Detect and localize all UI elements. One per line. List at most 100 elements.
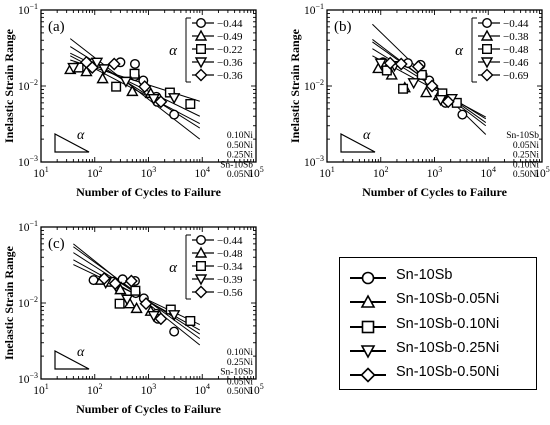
x-tick-label: 102 bbox=[87, 382, 103, 397]
data-point-diamond bbox=[124, 274, 138, 288]
slope-triangle-icon bbox=[54, 350, 90, 370]
y-tick-label: 10−2 bbox=[18, 295, 38, 310]
slope-alpha-label: α bbox=[77, 345, 85, 360]
y-axis-label: Inelastic Strain Range bbox=[288, 28, 302, 143]
alpha-value: −0.39 bbox=[217, 274, 243, 286]
alpha-value: −0.44 bbox=[217, 235, 243, 247]
data-point-triangle-down bbox=[167, 93, 181, 105]
x-axis-label: Number of Cycles to Failure bbox=[76, 402, 222, 416]
alpha-legend-marker-circle bbox=[482, 18, 493, 29]
fit-line-label: 0.25Ni bbox=[227, 358, 253, 368]
chart-panel-3: 101 102 103 104 105 10−3 10−2 10−1 Number of Cyc… bbox=[2, 219, 264, 416]
panel-label: (a) bbox=[48, 19, 65, 35]
data-point-triangle-down bbox=[98, 64, 111, 76]
fit-line-label: 0.25Ni bbox=[227, 151, 253, 161]
x-tick-label: 104 bbox=[481, 165, 497, 180]
y-tick-label: 10−3 bbox=[304, 154, 324, 169]
fit-line-label: 0.10Ni bbox=[227, 348, 253, 358]
data-point-square bbox=[164, 87, 175, 98]
y-axis-label: Inelastic Strain Range bbox=[2, 245, 16, 360]
data-point-circle bbox=[129, 58, 140, 69]
legend-marker-triangle-up bbox=[350, 294, 386, 308]
panel-label: (b) bbox=[334, 19, 352, 35]
fit-line-label: Sn-10Sb bbox=[220, 160, 253, 170]
alpha-symbol: α bbox=[455, 43, 464, 59]
x-tick-label: 102 bbox=[373, 165, 389, 180]
data-point-triangle-up bbox=[96, 72, 109, 84]
data-point-diamond bbox=[394, 57, 408, 71]
legend-entry-010ni: Sn-10Sb-0.10Ni bbox=[340, 315, 538, 339]
alpha-legend-marker-square bbox=[195, 261, 206, 272]
alpha-legend-marker-diamond bbox=[194, 68, 208, 82]
panel-label: (c) bbox=[48, 236, 65, 252]
legend-label: Sn-10Sb bbox=[396, 267, 453, 283]
data-point-diamond bbox=[108, 277, 122, 291]
data-point-circle bbox=[457, 109, 468, 120]
data-point-square bbox=[130, 285, 141, 296]
data-point-diamond bbox=[85, 61, 99, 75]
data-point-triangle-down bbox=[167, 310, 181, 322]
x-tick-label: 105 bbox=[248, 165, 264, 180]
alpha-value: −0.34 bbox=[217, 261, 243, 273]
data-point-square bbox=[114, 298, 125, 309]
fit-line-label: 0.50Ni bbox=[227, 387, 253, 397]
data-point-triangle-down bbox=[119, 76, 133, 88]
alpha-value: −0.48 bbox=[217, 248, 243, 260]
x-axis-label: Number of Cycles to Failure bbox=[362, 185, 508, 199]
alpha-symbol: α bbox=[169, 43, 178, 59]
fit-line-label: 0.10Ni bbox=[227, 131, 253, 141]
x-tick-label: 103 bbox=[141, 382, 157, 397]
y-tick-label: 10−3 bbox=[18, 154, 38, 169]
x-axis-label: Number of Cycles to Failure bbox=[76, 185, 222, 199]
alpha-value: −0.44 bbox=[503, 18, 529, 30]
data-point-triangle-down bbox=[67, 62, 80, 74]
data-point-triangle-down bbox=[90, 57, 104, 69]
legend-label: Sn-10Sb-0.50Ni bbox=[396, 364, 500, 380]
alpha-legend-marker-square bbox=[195, 44, 206, 55]
fit-line-label: 0.05Ni bbox=[513, 141, 539, 151]
data-point-triangle-down bbox=[147, 94, 160, 106]
alpha-value: −0.22 bbox=[217, 44, 242, 56]
legend-label: Sn-10Sb-0.05Ni bbox=[396, 291, 500, 307]
y-tick-label: 10−2 bbox=[18, 78, 38, 93]
slope-alpha-label: α bbox=[363, 128, 371, 143]
data-point-square bbox=[129, 68, 140, 79]
legend-marker-diamond bbox=[350, 367, 386, 383]
y-tick-label: 10−1 bbox=[18, 2, 38, 17]
legend-label: Sn-10Sb-0.10Ni bbox=[396, 316, 500, 332]
fit-line-label: 0.50Ni bbox=[513, 170, 539, 180]
alpha-value: −0.49 bbox=[217, 31, 243, 43]
alpha-value: −0.69 bbox=[503, 70, 529, 82]
alpha-legend-marker-triangle-down bbox=[480, 57, 494, 69]
x-tick-label: 101 bbox=[33, 382, 49, 397]
legend-marker-square bbox=[350, 320, 386, 334]
legend-marker-circle bbox=[350, 271, 386, 285]
data-point-triangle-up bbox=[80, 65, 93, 77]
data-point-diamond bbox=[138, 80, 152, 94]
fit-line-label: 0.05Ni bbox=[227, 170, 253, 180]
legend: Sn-10Sb Sn-10Sb-0.05Ni Sn-10Sb-0.10Ni Sn… bbox=[339, 257, 537, 390]
alpha-legend-marker-triangle-up bbox=[194, 246, 208, 258]
data-point-triangle-up bbox=[130, 301, 143, 314]
alpha-value: −0.38 bbox=[503, 31, 529, 43]
data-point-triangle-down bbox=[120, 294, 134, 306]
x-tick-label: 103 bbox=[141, 165, 157, 180]
x-tick-label: 105 bbox=[534, 165, 550, 180]
y-tick-label: 10−1 bbox=[304, 2, 324, 17]
legend-entry-sn10sb: Sn-10Sb bbox=[340, 266, 538, 290]
x-tick-label: 104 bbox=[195, 165, 211, 180]
chart-panel-2: 101 102 103 104 105 10−3 10−2 10−1 Number of Cyc… bbox=[288, 2, 550, 199]
alpha-legend-marker-triangle-down bbox=[194, 57, 208, 69]
data-point-diamond bbox=[139, 297, 153, 311]
legend-entry-005ni: Sn-10Sb-0.05Ni bbox=[340, 290, 538, 314]
alpha-value: −0.56 bbox=[217, 287, 243, 299]
data-point-triangle-down bbox=[407, 78, 420, 90]
data-point-diamond bbox=[154, 95, 168, 109]
y-tick-label: 10−1 bbox=[18, 219, 38, 234]
alpha-legend-marker-triangle-up bbox=[480, 29, 494, 41]
data-point-square bbox=[398, 83, 409, 94]
data-point-diamond bbox=[97, 272, 111, 286]
data-point-diamond bbox=[441, 95, 455, 109]
data-point-diamond bbox=[107, 57, 121, 71]
